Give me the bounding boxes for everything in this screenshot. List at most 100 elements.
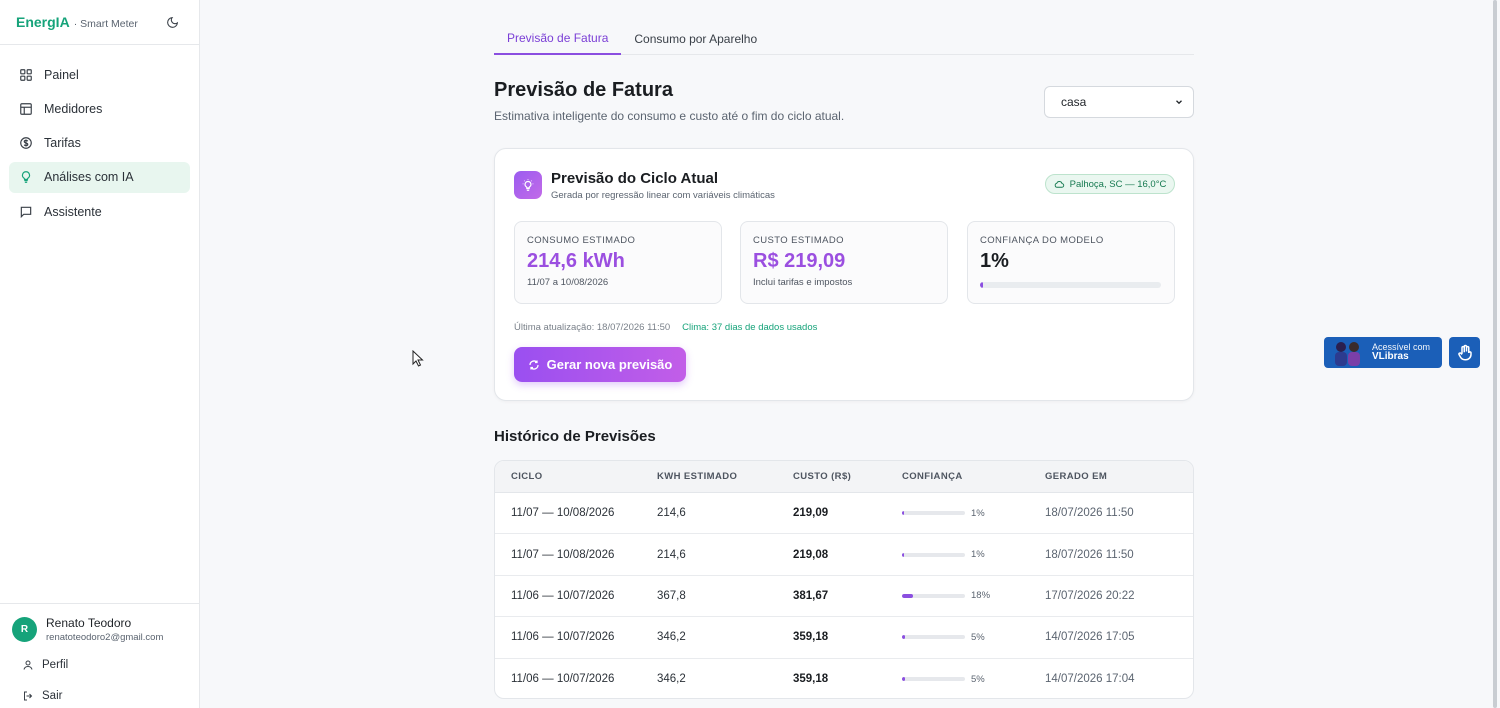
user-email: renatoteodoro2@gmail.com — [46, 632, 164, 643]
cell-kwh: 214,6 — [657, 548, 686, 561]
brand-name: EnergIA — [16, 14, 70, 30]
sidebar-nav: Painel Medidores Tarifas Análises com IA… — [9, 59, 190, 230]
column-header: CICLO — [511, 471, 543, 482]
profile-label: Perfil — [42, 659, 69, 671]
column-header: CONFIANÇA — [902, 471, 963, 482]
card-icon — [514, 171, 542, 199]
cell-custo: 359,18 — [793, 631, 829, 644]
stat-label: CONSUMO ESTIMADO — [527, 235, 636, 246]
cell-gerado: 14/07/2026 17:04 — [1045, 673, 1135, 686]
cell-custo: 381,67 — [793, 589, 829, 602]
column-header: KWH ESTIMADO — [657, 471, 738, 482]
user-icon — [23, 660, 33, 670]
tab-consumo-aparelho[interactable]: Consumo por Aparelho — [634, 31, 758, 46]
cloud-icon — [1054, 180, 1064, 188]
sidebar-item-label: Análises com IA — [44, 170, 134, 185]
stat-value: 1% — [980, 250, 1009, 272]
stat-note: 11/07 a 10/08/2026 — [527, 277, 609, 288]
tab-bar: Previsão de Fatura Consumo por Aparelho — [494, 22, 1194, 55]
sidebar-item-analises-ia[interactable]: Análises com IA — [9, 161, 190, 193]
confidence-mini-bar — [902, 635, 965, 640]
cell-gerado: 18/07/2026 11:50 — [1045, 548, 1134, 561]
sidebar-item-tarifas[interactable]: Tarifas — [9, 128, 190, 159]
vlibras-widget[interactable]: Acessível com VLibras — [1324, 337, 1442, 368]
logout-link[interactable]: Sair — [22, 690, 62, 702]
user-card: R Renato Teodoro renatoteodoro2@gmail.co… — [12, 616, 163, 643]
lightbulb-icon — [21, 171, 31, 184]
logout-icon — [24, 691, 33, 701]
brand-subtitle: · Smart Meter — [73, 18, 138, 30]
stat-custo: CUSTO ESTIMADO R$ 219,09 Inclui tarifas … — [740, 221, 948, 304]
table-row: 11/07 — 10/08/2026 214,6 219,08 1% 18/07/202… — [495, 534, 1193, 576]
table-icon — [20, 102, 32, 115]
cell-confianca: 18% — [902, 590, 1045, 601]
stat-value: 214,6 kWh — [527, 250, 625, 272]
cell-ciclo: 11/06 — 10/07/2026 — [511, 631, 615, 644]
scrollbar-thumb[interactable] — [1493, 0, 1497, 708]
weather-text: Palhoça, SC — 16,0°C — [1069, 178, 1167, 190]
grid-icon — [20, 68, 32, 81]
cell-kwh: 367,8 — [657, 589, 686, 602]
divider — [0, 603, 199, 604]
confidence-mini-fill — [902, 593, 914, 598]
confidence-mini-fill — [902, 635, 906, 640]
page-subtitle: Estimativa inteligente do consumo e cust… — [494, 109, 845, 123]
confidence-percent: 5% — [971, 673, 985, 685]
confidence-bar — [980, 282, 1161, 288]
confidence-mini-fill — [902, 552, 904, 557]
sidebar-item-label: Painel — [44, 67, 79, 82]
moon-icon — [166, 16, 178, 28]
dark-mode-toggle[interactable] — [164, 14, 180, 30]
sidebar-item-medidores[interactable]: Medidores — [9, 93, 190, 124]
cell-ciclo: 11/07 — 10/08/2026 — [511, 507, 615, 520]
confidence-mini-bar — [902, 511, 965, 516]
brand[interactable]: EnergIA · Smart Meter — [16, 14, 138, 30]
confidence-percent: 5% — [971, 631, 985, 643]
stat-label: CONFIANÇA DO MODELO — [980, 235, 1104, 246]
meter-select[interactable]: casa — [1044, 86, 1194, 118]
cell-kwh: 346,2 — [657, 631, 686, 644]
stat-consumo: CONSUMO ESTIMADO 214,6 kWh 11/07 a 10/08… — [514, 221, 722, 304]
vlibras-button[interactable] — [1449, 337, 1480, 368]
sidebar-item-label: Tarifas — [44, 136, 81, 151]
cell-kwh: 214,6 — [657, 507, 686, 520]
stat-label: CUSTO ESTIMADO — [753, 235, 844, 246]
cell-confianca: 5% — [902, 674, 1045, 685]
generate-forecast-label: Gerar nova previsão — [546, 357, 673, 372]
confidence-mini-fill — [902, 511, 904, 516]
cell-confianca: 1% — [902, 508, 1045, 519]
column-header: GERADO EM — [1045, 471, 1108, 482]
meter-select-value: casa — [1061, 95, 1087, 109]
table-header: CICLO KWH ESTIMADO CUSTO (R$) CONFIANÇA … — [495, 461, 1193, 493]
confidence-percent: 1% — [971, 507, 985, 519]
cell-custo: 359,18 — [793, 673, 829, 686]
sidebar-item-label: Assistente — [44, 204, 102, 219]
table-row: 11/07 — 10/08/2026 214,6 219,09 1% 18/07/202… — [495, 493, 1193, 535]
avatar: R — [12, 617, 37, 642]
refresh-icon — [529, 359, 539, 370]
generate-forecast-button[interactable]: Gerar nova previsão — [514, 347, 686, 382]
confidence-mini-fill — [902, 677, 906, 682]
sidebar-item-assistente[interactable]: Assistente — [9, 196, 190, 227]
last-update: Última atualização: 18/07/2026 11:50 — [514, 322, 671, 333]
confidence-percent: 18% — [971, 590, 991, 602]
cell-kwh: 346,2 — [657, 673, 686, 686]
mouse-cursor-icon — [412, 350, 424, 367]
vlibras-brand: VLibras — [1372, 350, 1409, 362]
sidebar-item-label: Medidores — [44, 101, 103, 116]
cell-gerado: 18/07/2026 11:50 — [1045, 507, 1134, 520]
hand-sign-icon — [1457, 344, 1472, 360]
confidence-bar-fill — [980, 282, 983, 288]
confidence-mini-bar — [902, 593, 965, 598]
tab-previsao-fatura[interactable]: Previsão de Fatura — [494, 22, 622, 55]
cell-ciclo: 11/06 — 10/07/2026 — [511, 589, 615, 602]
cell-gerado: 17/07/2026 20:22 — [1045, 589, 1135, 602]
sidebar: EnergIA · Smart Meter Painel Medidores T… — [0, 0, 200, 708]
cell-confianca: 1% — [902, 549, 1045, 560]
table-row: 11/06 — 10/07/2026 346,2 359,18 5% 14/07/202… — [495, 617, 1193, 659]
stat-confianca: CONFIANÇA DO MODELO 1% — [967, 221, 1175, 304]
weather-badge: Palhoça, SC — 16,0°C — [1045, 174, 1175, 194]
climate-info: Clima: 37 dias de dados usados — [682, 322, 818, 333]
profile-link[interactable]: Perfil — [22, 659, 68, 671]
sidebar-item-painel[interactable]: Painel — [9, 59, 190, 90]
